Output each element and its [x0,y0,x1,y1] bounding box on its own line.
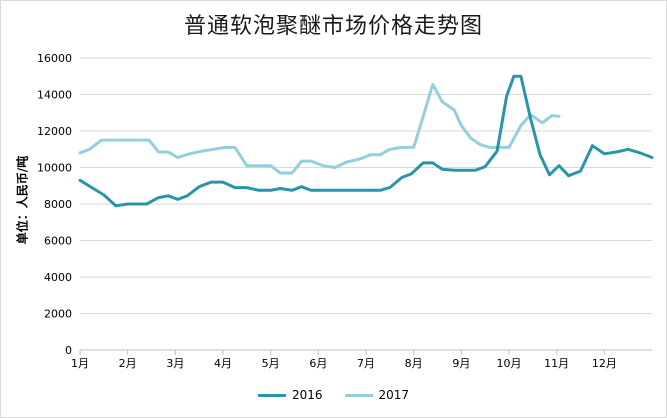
y-tick-label-4000: 4000 [44,271,72,284]
y-tick-label-10000: 10000 [37,162,72,175]
x-tick-label-5: 5月 [262,357,280,370]
series-line-2016 [78,74,654,208]
y-tick-label-0: 0 [65,344,72,357]
legend-item-2017: 2017 [344,388,410,402]
legend-label-2016: 2016 [291,388,323,402]
x-tick-label-7: 7月 [357,357,375,370]
x-tick-label-6: 6月 [309,357,327,370]
y-tick-label-12000: 12000 [37,125,72,138]
chart-title: 普通软泡聚醚市场价格走势图 [183,14,483,39]
y-tick-label-2000: 2000 [44,308,72,321]
legend-swatch-2016 [257,393,286,397]
legend-item-2016: 2016 [257,388,323,402]
x-tick-label-3: 3月 [166,357,184,370]
x-tick-label-11: 11月 [544,357,569,370]
x-tick-label-4: 4月 [214,357,232,370]
y-tick-label-6000: 6000 [44,235,72,248]
y-tick-label-14000: 14000 [37,89,72,102]
chart-legend: 2016 2017 [0,388,667,402]
legend-label-2017: 2017 [378,388,410,402]
x-tick-label-1: 1月 [71,357,89,370]
x-tick-label-8: 8月 [405,357,423,370]
y-tick-label-8000: 8000 [44,198,72,211]
x-tick-label-9: 9月 [452,357,470,370]
x-tick-label-12: 12月 [592,357,617,370]
x-tick-label-10: 10月 [497,357,522,370]
series-line-2017 [78,83,561,175]
y-tick-label-16000: 16000 [37,52,72,65]
legend-swatch-2017 [344,393,373,397]
x-tick-label-2: 2月 [119,357,137,370]
